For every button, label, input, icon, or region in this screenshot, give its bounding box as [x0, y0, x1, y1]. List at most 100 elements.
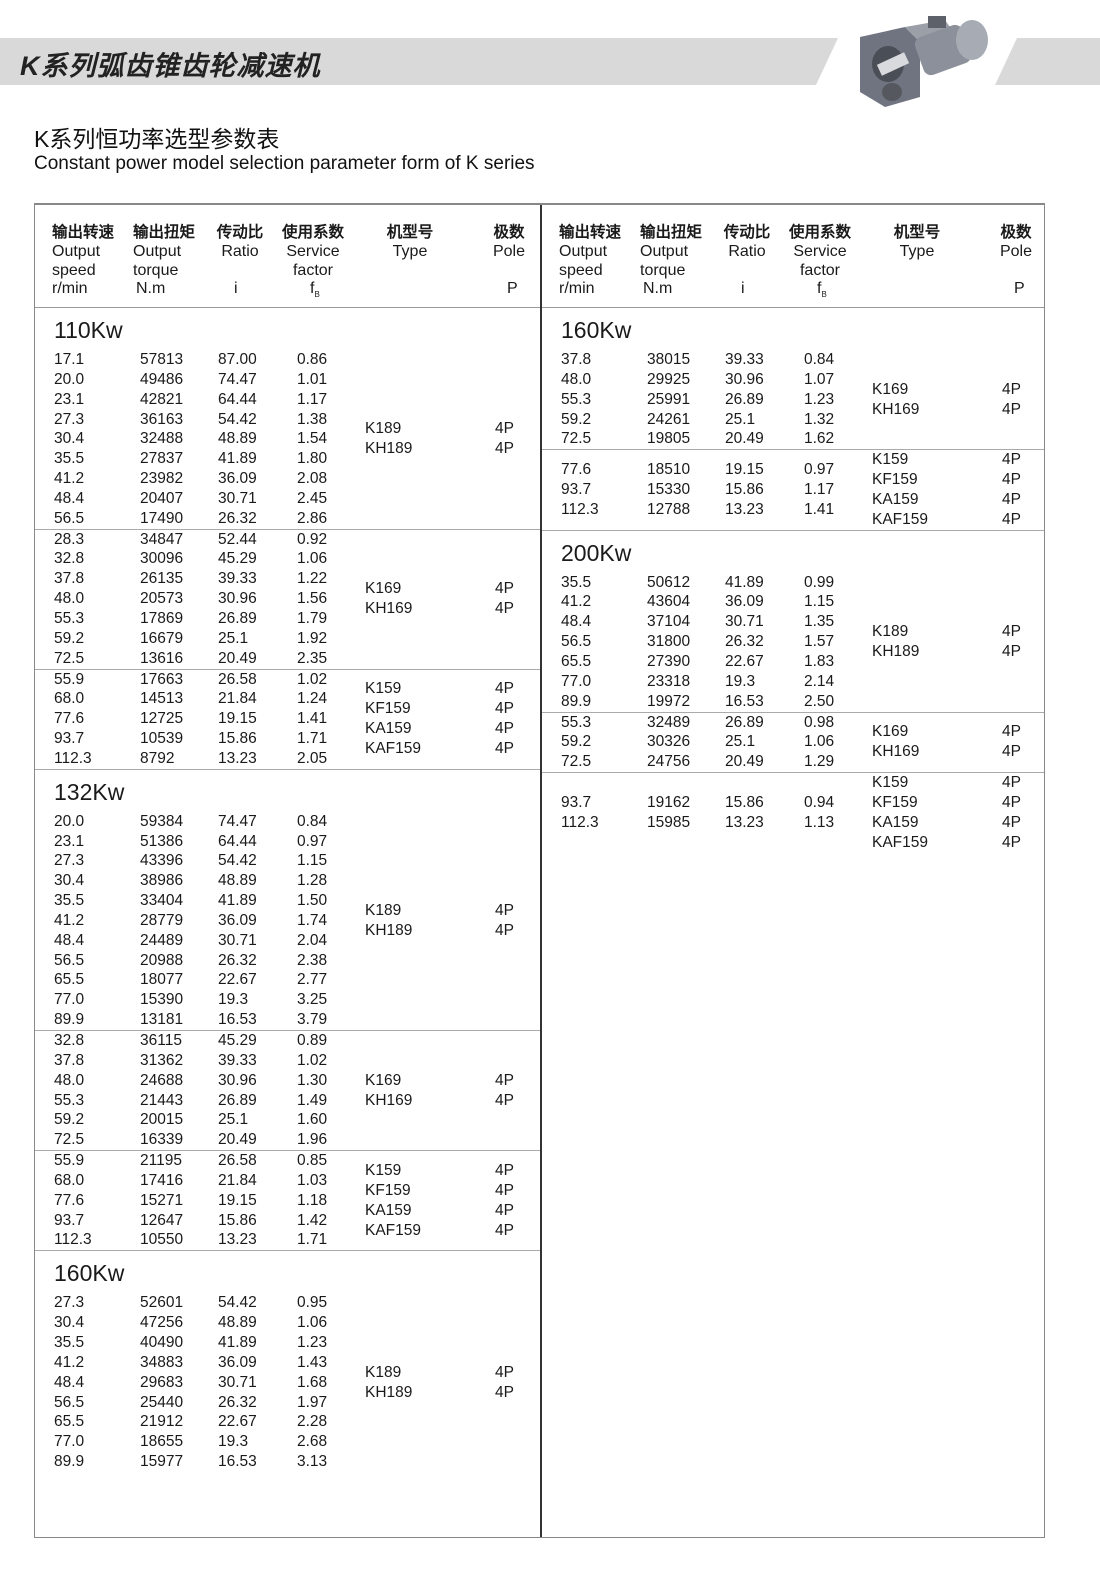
section-title: 200Kw — [561, 539, 632, 566]
torque-cell: 23982 — [140, 470, 184, 488]
pole-cell: 4P — [495, 700, 514, 718]
header-unit-speed: r/min — [52, 280, 88, 298]
torque-cell: 43396 — [140, 852, 184, 870]
ratio-cell: 21.84 — [218, 1171, 257, 1189]
torque-cell: 17490 — [140, 509, 184, 527]
header-ratio: 传动比 Ratio — [717, 223, 777, 261]
torque-cell: 28779 — [140, 911, 184, 929]
factor-cell: 1.74 — [297, 911, 328, 929]
pole-cell: 4P — [1002, 723, 1021, 741]
ratio-cell: 41.89 — [218, 892, 257, 910]
factor-cell: 1.57 — [804, 633, 835, 651]
table-row: 30.4 47256 48.89 1.06 — [35, 1313, 365, 1333]
type-cell: K189 — [365, 420, 402, 438]
factor-cell: 1.32 — [804, 410, 835, 428]
header-en: torque — [133, 262, 179, 279]
speed-cell: 59.2 — [54, 629, 85, 647]
type-cell: KAF159 — [365, 739, 422, 757]
table-row: 27.3 52601 54.42 0.95 — [35, 1293, 365, 1313]
header-en: Type — [392, 243, 428, 260]
speed-cell: 55.9 — [54, 1152, 85, 1170]
model-group: 37.8 38015 39.33 0.84 48.0 29925 30.96 1.07 55.3… — [542, 350, 1044, 451]
model-group: 27.3 52601 54.42 0.95 30.4 47256 48.89 1.06 35.5… — [35, 1293, 540, 1472]
header-en: Service — [286, 243, 340, 260]
speed-cell: 37.8 — [54, 570, 85, 588]
speed-cell: 55.3 — [54, 1091, 85, 1109]
speed-cell: 56.5 — [561, 633, 592, 651]
factor-cell: 1.50 — [297, 892, 328, 910]
table-row: 93.7 12647 15.86 1.42 — [35, 1211, 365, 1231]
type-cell: KF159 — [365, 700, 411, 718]
speed-cell: 77.0 — [54, 991, 85, 1009]
table-row: 93.7 10539 15.86 1.71 — [35, 729, 365, 749]
table-row: 55.3 32489 26.89 0.98 — [542, 713, 872, 733]
speed-cell: 89.9 — [54, 1011, 85, 1029]
ratio-cell: 19.15 — [218, 1191, 257, 1209]
header-type: 机型号 Type — [370, 223, 450, 261]
table-row: 59.2 16679 25.1 1.92 — [35, 629, 365, 649]
speed-cell: 77.6 — [561, 461, 592, 479]
speed-cell: 93.7 — [561, 480, 592, 498]
torque-cell: 19162 — [647, 793, 691, 811]
speed-cell: 112.3 — [54, 749, 92, 767]
header-zh: 输出扭矩 — [640, 224, 703, 241]
factor-cell: 2.04 — [297, 931, 328, 949]
types-column: K169 4P KH169 4P — [872, 713, 1044, 773]
ratio-cell: 54.42 — [218, 410, 257, 428]
header-unit-ratio: i — [741, 280, 745, 298]
speed-cell: 48.4 — [54, 931, 85, 949]
torque-cell: 27837 — [140, 450, 184, 468]
page-subtitle: Constant power model selection parameter… — [34, 153, 535, 174]
type-cell: KF159 — [872, 793, 918, 811]
header-pole: 极数 Pole — [487, 223, 531, 261]
speed-cell: 59.2 — [561, 410, 592, 428]
speed-cell: 37.8 — [54, 1051, 85, 1069]
pole-cell: 4P — [495, 440, 514, 458]
section-title: 160Kw — [561, 317, 632, 343]
type-entry: K169 4P — [872, 722, 1044, 742]
factor-cell: 1.06 — [804, 733, 835, 751]
pole-cell: 4P — [495, 680, 514, 698]
type-entry: K189 4P — [872, 622, 1044, 642]
ratio-cell: 30.96 — [218, 590, 257, 608]
table-row: 41.2 34883 36.09 1.43 — [35, 1353, 365, 1373]
speed-cell: 35.5 — [561, 573, 592, 591]
torque-cell: 12647 — [140, 1211, 184, 1229]
rows-column: 55.3 32489 26.89 0.98 59.2 30326 25.1 1.06 72.5 2… — [542, 713, 872, 773]
table-row: 56.5 17490 26.32 2.86 — [35, 509, 365, 529]
type-cell: KH169 — [872, 743, 920, 761]
table-header: 输出转速 Output speed r/min 输出扭矩 Output torque N.m 传… — [542, 205, 1044, 308]
types-column: K169 4P KH169 4P — [872, 350, 1044, 449]
ratio-cell: 39.33 — [725, 351, 764, 368]
ratio-cell: 30.71 — [218, 1373, 257, 1391]
type-cell: K189 — [365, 902, 402, 920]
unit-text: f — [817, 280, 822, 297]
type-cell: K169 — [872, 723, 909, 741]
page-title: K系列恒功率选型参数表 — [34, 126, 280, 152]
table-panel-right: 输出转速 Output speed r/min 输出扭矩 Output torque N.m 传… — [542, 205, 1044, 1537]
ratio-cell: 26.58 — [218, 1152, 257, 1170]
type-entry: K159 4P — [872, 450, 1044, 470]
type-entry: K189 4P — [365, 1363, 540, 1383]
speed-cell: 93.7 — [54, 1211, 85, 1229]
type-cell: KH169 — [365, 600, 413, 618]
type-cell: KAF159 — [872, 510, 929, 528]
type-cell: KH189 — [365, 921, 413, 939]
torque-cell: 25440 — [140, 1393, 184, 1411]
factor-cell: 1.38 — [297, 410, 328, 428]
type-entry: KA159 4P — [365, 1201, 540, 1221]
ratio-cell: 19.15 — [725, 461, 764, 479]
type-entry: KF159 4P — [365, 699, 540, 719]
unit-text: f — [310, 280, 315, 297]
header-unit-pole: P — [507, 280, 518, 298]
rows-column: 28.3 34847 52.44 0.92 32.8 30096 45.29 1.06 37.8… — [35, 530, 365, 669]
speed-cell: 59.2 — [54, 1111, 85, 1129]
types-column: K159 4P KF159 4P KA159 4P KAF159 4P — [872, 773, 1044, 852]
factor-cell: 0.84 — [804, 351, 835, 368]
ratio-cell: 22.67 — [218, 971, 257, 989]
header-torque: 输出扭矩 Output torque — [133, 223, 213, 280]
speed-cell: 93.7 — [561, 793, 592, 811]
table-row: 48.0 24688 30.96 1.30 — [35, 1071, 365, 1091]
factor-cell: 1.23 — [804, 390, 835, 408]
table-row: 32.8 30096 45.29 1.06 — [35, 549, 365, 569]
